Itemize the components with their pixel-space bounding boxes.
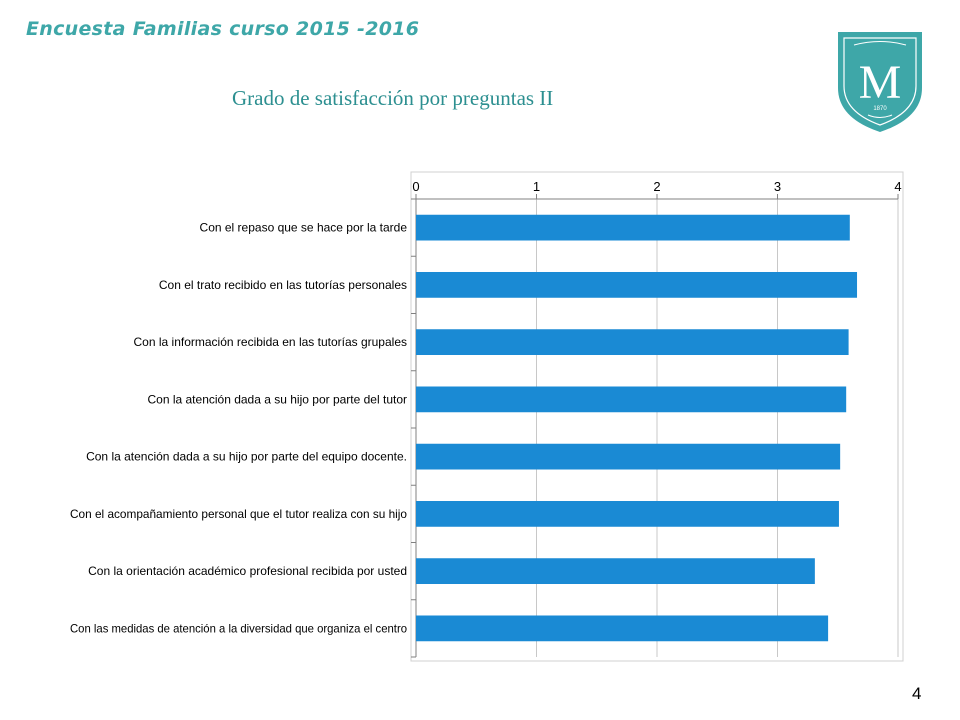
category-label: Con la atención dada a su hijo por parte… — [86, 450, 407, 464]
bar — [416, 500, 839, 527]
category-label: Con el repaso que se hace por la tarde — [200, 221, 408, 235]
x-tick-label: 4 — [894, 179, 901, 194]
bar — [416, 615, 829, 642]
category-label: Con el acompañamiento personal que el tu… — [70, 507, 407, 521]
category-label: Con el trato recibido en las tutorías pe… — [159, 278, 407, 292]
bar — [416, 443, 841, 470]
bar — [416, 329, 849, 356]
category-label: Con la información recibida en las tutor… — [134, 335, 407, 349]
category-label: Con la orientación académico profesional… — [88, 564, 407, 578]
x-tick-label: 3 — [774, 179, 781, 194]
x-tick-label: 2 — [653, 179, 660, 194]
logo-shield — [838, 32, 922, 132]
bar — [416, 214, 850, 241]
x-tick-label: 1 — [533, 179, 540, 194]
bar — [416, 271, 858, 298]
chart-title: Grado de satisfacción por preguntas II — [232, 86, 554, 110]
logo-letter: M — [859, 56, 902, 109]
logo-year: 1870 — [873, 106, 887, 112]
school-logo: M 1870 — [838, 32, 922, 132]
x-tick-label: 0 — [412, 179, 419, 194]
header-title: Encuesta Familias curso 2015 -2016 — [26, 18, 420, 40]
bar — [416, 386, 847, 413]
bar — [416, 558, 815, 585]
page-number: 4 — [912, 684, 922, 703]
category-label: Con las medidas de atención a la diversi… — [70, 621, 407, 635]
category-label: Con la atención dada a su hijo por parte… — [147, 392, 407, 406]
